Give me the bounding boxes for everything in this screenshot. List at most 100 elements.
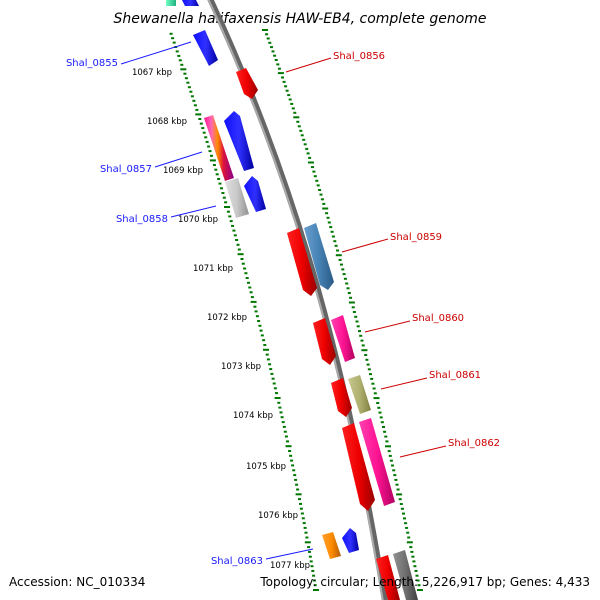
gene-label[interactable]: Shal_0857 xyxy=(100,164,152,175)
minor-tick xyxy=(312,574,316,577)
gene-label[interactable]: Shal_0858 xyxy=(116,214,168,225)
minor-tick xyxy=(308,555,312,558)
gene-arrow[interactable] xyxy=(193,30,218,66)
minor-tick xyxy=(214,168,218,171)
major-tick xyxy=(262,29,268,31)
minor-tick xyxy=(334,244,338,247)
gene-arrow[interactable] xyxy=(244,176,266,212)
minor-tick xyxy=(345,282,349,285)
minor-tick xyxy=(221,192,225,194)
gene-arrow[interactable] xyxy=(393,550,418,600)
minor-tick xyxy=(278,406,282,409)
minor-tick xyxy=(208,150,212,153)
gene-arrow[interactable] xyxy=(342,423,375,511)
right-tick-track xyxy=(262,29,423,591)
minor-tick xyxy=(383,430,387,433)
minor-tick xyxy=(364,354,368,356)
minor-tick xyxy=(406,531,410,534)
minor-tick xyxy=(341,268,345,271)
major-tick xyxy=(277,72,284,75)
minor-tick xyxy=(255,315,259,318)
gene-arrow[interactable] xyxy=(342,528,359,553)
gene-arrow[interactable] xyxy=(204,115,234,181)
minor-tick xyxy=(372,387,376,390)
gene-arrow[interactable] xyxy=(287,228,317,296)
minor-tick xyxy=(272,382,276,385)
gene-label[interactable]: Shal_0862 xyxy=(448,438,500,449)
minor-tick xyxy=(405,526,409,529)
gene-label[interactable]: Shal_0861 xyxy=(429,370,481,381)
minor-tick xyxy=(266,37,270,40)
minor-tick xyxy=(281,76,284,79)
major-tick xyxy=(313,589,319,591)
minor-tick xyxy=(296,488,300,491)
minor-tick xyxy=(199,122,203,125)
minor-tick xyxy=(315,179,319,182)
minor-tick xyxy=(228,215,232,218)
minor-tick xyxy=(310,565,314,568)
gene-label[interactable]: Shal_0856 xyxy=(333,51,385,62)
gene-label[interactable]: Shal_0863 xyxy=(211,556,263,567)
gene-arrow[interactable] xyxy=(322,532,341,559)
gene-arrow[interactable] xyxy=(304,223,334,290)
minor-tick xyxy=(271,377,275,380)
minor-tick xyxy=(311,166,314,169)
accession-text: Accession: NC_010334 xyxy=(9,575,145,589)
minor-tick xyxy=(400,507,404,510)
minor-tick xyxy=(277,67,281,70)
minor-tick xyxy=(263,344,267,346)
gene-label[interactable]: Shal_0855 xyxy=(66,58,118,69)
minor-tick xyxy=(338,258,342,261)
minor-tick xyxy=(343,277,347,280)
genome-backbone xyxy=(207,0,388,600)
gene-arrow[interactable] xyxy=(166,0,176,6)
gene-arrow[interactable] xyxy=(331,378,352,417)
minor-tick xyxy=(291,464,295,467)
kbp-label: 1068 kbp xyxy=(147,117,187,127)
minor-tick xyxy=(352,311,356,313)
minor-tick xyxy=(346,287,350,290)
label-leader xyxy=(364,320,411,333)
minor-tick xyxy=(240,258,244,260)
minor-tick xyxy=(305,536,309,539)
gene-arrow[interactable] xyxy=(224,111,254,171)
gene-label[interactable]: Shal_0860 xyxy=(412,313,464,324)
major-tick xyxy=(237,253,244,256)
gene-arrow[interactable] xyxy=(225,178,249,218)
minor-tick xyxy=(398,498,402,501)
minor-tick xyxy=(270,372,274,375)
gene-arrow[interactable] xyxy=(313,318,336,365)
gene-arrow[interactable] xyxy=(376,555,400,600)
gene-arrow[interactable] xyxy=(236,68,258,99)
minor-tick xyxy=(180,63,184,66)
minor-tick xyxy=(224,201,228,204)
minor-tick xyxy=(302,138,306,141)
gene-arrow[interactable] xyxy=(348,375,371,414)
major-tick xyxy=(209,159,216,162)
minor-tick xyxy=(333,240,337,243)
minor-tick xyxy=(396,488,400,491)
minor-tick xyxy=(320,198,324,201)
kbp-label: 1076 kbp xyxy=(258,511,298,521)
minor-tick xyxy=(262,339,266,342)
minor-tick xyxy=(282,80,286,83)
minor-tick xyxy=(178,59,182,62)
gene-arrow[interactable] xyxy=(182,0,199,6)
gene-arrow[interactable] xyxy=(359,418,395,506)
minor-tick xyxy=(290,459,294,462)
minor-tick xyxy=(369,373,372,376)
label-leader xyxy=(120,41,192,65)
minor-tick xyxy=(412,560,416,563)
minor-tick xyxy=(233,234,237,237)
minor-tick xyxy=(355,320,359,323)
minor-tick xyxy=(304,531,308,534)
minor-tick xyxy=(259,329,263,332)
minor-tick xyxy=(327,221,331,224)
minor-tick xyxy=(220,187,223,190)
gene-label[interactable]: Shal_0859 xyxy=(390,232,442,243)
gene-arrow[interactable] xyxy=(331,315,355,362)
label-leader xyxy=(380,377,428,390)
minor-tick xyxy=(268,41,272,44)
minor-tick xyxy=(293,111,297,114)
minor-tick xyxy=(253,305,257,308)
